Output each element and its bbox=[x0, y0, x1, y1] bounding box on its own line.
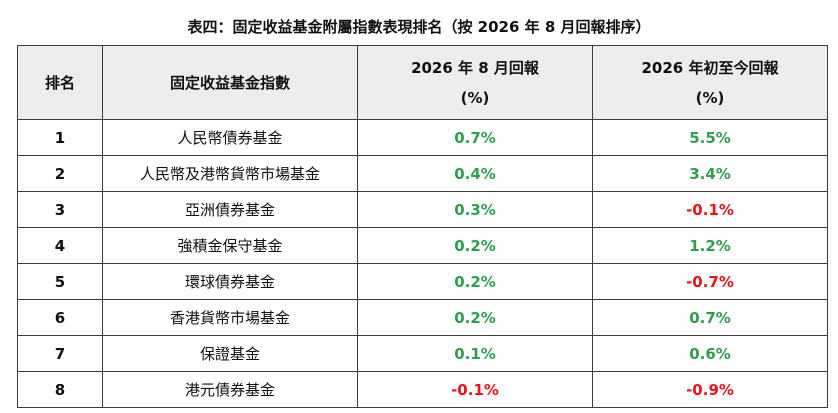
aug-return-cell: 0.3% bbox=[357, 191, 593, 228]
fund-ranking-table: 排名 固定收益基金指數 2026 年 8 月回報 (%) 2026 年初至今回報… bbox=[17, 45, 828, 408]
ytd-return-cell: 5.5% bbox=[592, 119, 828, 156]
aug-return-cell: 0.2% bbox=[357, 227, 593, 264]
header-index-label: 固定收益基金指數 bbox=[169, 73, 290, 92]
fund-name-cell: 港元債券基金 bbox=[102, 371, 358, 408]
header-row: 排名 固定收益基金指數 2026 年 8 月回報 (%) 2026 年初至今回報… bbox=[17, 45, 828, 120]
header-rank-label: 排名 bbox=[44, 73, 75, 92]
ytd-return-cell: -0.7% bbox=[592, 263, 828, 300]
header-index: 固定收益基金指數 bbox=[102, 45, 358, 120]
table-row: 8 港元債券基金 -0.1% -0.9% bbox=[17, 371, 828, 408]
fund-name-cell: 人民幣及港幣貨幣市場基金 bbox=[102, 155, 358, 192]
ytd-return-cell: -0.9% bbox=[592, 371, 828, 408]
header-aug-line1: 2026 年 8 月回報 bbox=[411, 58, 539, 77]
table-row: 5 環球債券基金 0.2% -0.7% bbox=[17, 263, 828, 300]
header-ytd-line2: (%) bbox=[695, 88, 725, 107]
aug-return-cell: 0.1% bbox=[357, 335, 593, 372]
rank-cell: 2 bbox=[17, 155, 103, 192]
ytd-return-cell: -0.1% bbox=[592, 191, 828, 228]
header-aug-return: 2026 年 8 月回報 (%) bbox=[357, 45, 593, 120]
fund-name-cell: 強積金保守基金 bbox=[102, 227, 358, 264]
fund-name-cell: 香港貨幣市場基金 bbox=[102, 299, 358, 336]
rank-cell: 7 bbox=[17, 335, 103, 372]
ytd-return-cell: 3.4% bbox=[592, 155, 828, 192]
aug-return-cell: 0.2% bbox=[357, 263, 593, 300]
ytd-return-cell: 1.2% bbox=[592, 227, 828, 264]
aug-return-cell: -0.1% bbox=[357, 371, 593, 408]
fund-name-cell: 環球債券基金 bbox=[102, 263, 358, 300]
rank-cell: 3 bbox=[17, 191, 103, 228]
rank-cell: 8 bbox=[17, 371, 103, 408]
table-row: 3 亞洲債券基金 0.3% -0.1% bbox=[17, 191, 828, 228]
fund-name-cell: 亞洲債券基金 bbox=[102, 191, 358, 228]
ytd-return-cell: 0.6% bbox=[592, 335, 828, 372]
table-row: 1 人民幣債券基金 0.7% 5.5% bbox=[17, 119, 828, 156]
fund-name-cell: 保證基金 bbox=[102, 335, 358, 372]
aug-return-cell: 0.4% bbox=[357, 155, 593, 192]
table-row: 4 強積金保守基金 0.2% 1.2% bbox=[17, 227, 828, 264]
table-row: 2 人民幣及港幣貨幣市場基金 0.4% 3.4% bbox=[17, 155, 828, 192]
rank-cell: 5 bbox=[17, 263, 103, 300]
table-row: 6 香港貨幣市場基金 0.2% 0.7% bbox=[17, 299, 828, 336]
ytd-return-cell: 0.7% bbox=[592, 299, 828, 336]
header-aug-line2: (%) bbox=[460, 88, 490, 107]
rank-cell: 1 bbox=[17, 119, 103, 156]
table-title: 表四：固定收益基金附屬指數表現排名（按 2026 年 8 月回報排序） bbox=[187, 18, 651, 36]
aug-return-cell: 0.2% bbox=[357, 299, 593, 336]
aug-return-cell: 0.7% bbox=[357, 119, 593, 156]
fund-name-cell: 人民幣債券基金 bbox=[102, 119, 358, 156]
header-ytd-return: 2026 年初至今回報 (%) bbox=[592, 45, 828, 120]
rank-cell: 6 bbox=[17, 299, 103, 336]
header-ytd-line1: 2026 年初至今回報 bbox=[641, 58, 779, 77]
table-row: 7 保證基金 0.1% 0.6% bbox=[17, 335, 828, 372]
header-rank: 排名 bbox=[17, 45, 103, 120]
rank-cell: 4 bbox=[17, 227, 103, 264]
